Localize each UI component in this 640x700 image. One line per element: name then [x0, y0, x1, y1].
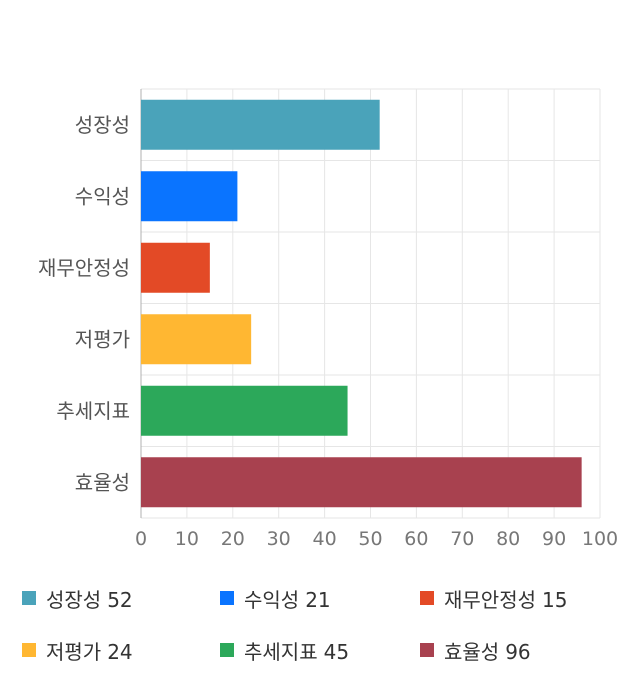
x-tick-label: 40	[313, 528, 337, 550]
x-tick-label: 20	[221, 528, 245, 550]
x-tick-label: 30	[267, 528, 291, 550]
legend-value: 45	[323, 639, 350, 664]
legend-label: 수익성	[244, 587, 300, 612]
x-tick-label: 70	[450, 528, 474, 550]
grid-lines	[140, 88, 601, 519]
category-label: 저평가	[75, 327, 130, 351]
legend-item-profitability: 수익성 21	[220, 583, 331, 613]
legend-value: 21	[305, 587, 331, 612]
legend-swatch-efficiency	[420, 643, 434, 657]
legend-value: 15	[542, 587, 568, 612]
x-tick-label: 60	[404, 528, 428, 550]
bars	[141, 99, 582, 508]
legend-item-growth: 성장성 52	[22, 583, 133, 613]
bar	[141, 385, 348, 436]
legend-item-trend: 추세지표 45	[220, 635, 349, 665]
legend-swatch-profitability	[220, 591, 234, 605]
legend-label: 추세지표	[244, 639, 318, 664]
legend: 성장성 52 수익성 21 재무안정성 15 저평가 24 추세지표 45 효율성 96	[0, 575, 640, 685]
legend-item-stability: 재무안정성 15	[420, 583, 567, 613]
legend-value: 24	[107, 639, 133, 664]
legend-swatch-stability	[420, 591, 434, 605]
category-label: 재무안정성	[38, 256, 130, 280]
x-tick-label: 50	[358, 528, 382, 550]
x-tick-label: 100	[582, 528, 618, 550]
bar	[141, 99, 380, 150]
category-label: 수익성	[75, 184, 130, 208]
bar	[141, 171, 238, 222]
category-label: 성장성	[75, 113, 130, 137]
legend-item-efficiency: 효율성 96	[420, 635, 531, 665]
legend-swatch-undervalued	[22, 643, 36, 657]
legend-swatch-growth	[22, 591, 36, 605]
legend-value: 52	[107, 587, 133, 612]
legend-value: 96	[505, 639, 531, 664]
legend-label: 저평가	[46, 639, 102, 664]
legend-label: 성장성	[46, 587, 102, 612]
bar	[141, 242, 210, 293]
x-axis-ticks: 0 10 20 30 40 50 60 70 80 90 100	[135, 528, 618, 550]
legend-label: 재무안정성	[444, 587, 536, 612]
x-tick-label: 0	[135, 528, 147, 550]
legend-swatch-trend	[220, 643, 234, 657]
x-tick-label: 10	[175, 528, 199, 550]
bar	[141, 314, 252, 365]
legend-label: 효율성	[444, 639, 500, 664]
legend-item-undervalued: 저평가 24	[22, 635, 133, 665]
x-tick-label: 90	[542, 528, 566, 550]
category-label: 효율성	[75, 470, 130, 494]
x-tick-label: 80	[496, 528, 520, 550]
bar	[141, 457, 582, 508]
category-label: 추세지표	[56, 399, 130, 423]
